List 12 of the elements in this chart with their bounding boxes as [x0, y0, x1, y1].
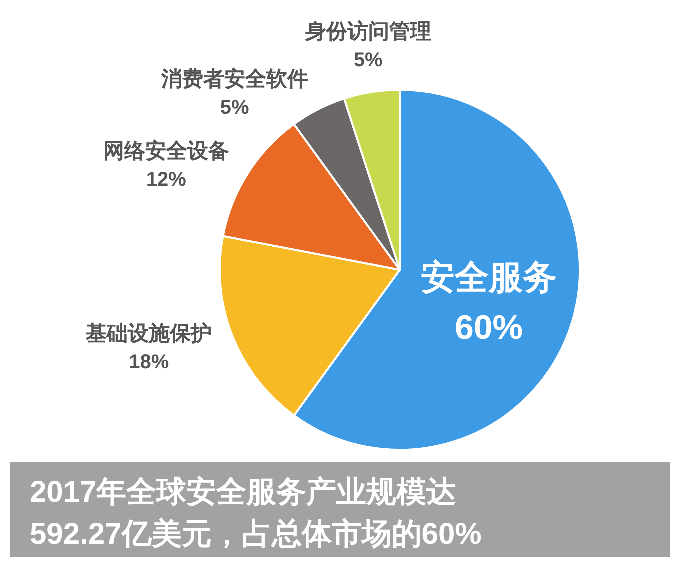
data-label: 18% — [129, 351, 170, 374]
slice-label: 安全服务 — [421, 258, 558, 297]
text: 2017年全球安全服务产业规模达 — [30, 475, 457, 509]
slice-label: 身份访问管理 — [304, 19, 432, 44]
data-label: 5% — [220, 97, 250, 120]
text: 592.27亿美元，占总体市场的60% — [30, 517, 482, 551]
slice-label: 网络安全设备 — [103, 138, 230, 163]
slice-label: 基础设施保护 — [85, 321, 212, 346]
data-label: 60% — [454, 308, 524, 347]
data-label: 5% — [354, 49, 384, 72]
slice-label: 消费者安全软件 — [160, 67, 308, 92]
data-label: 12% — [146, 168, 187, 191]
